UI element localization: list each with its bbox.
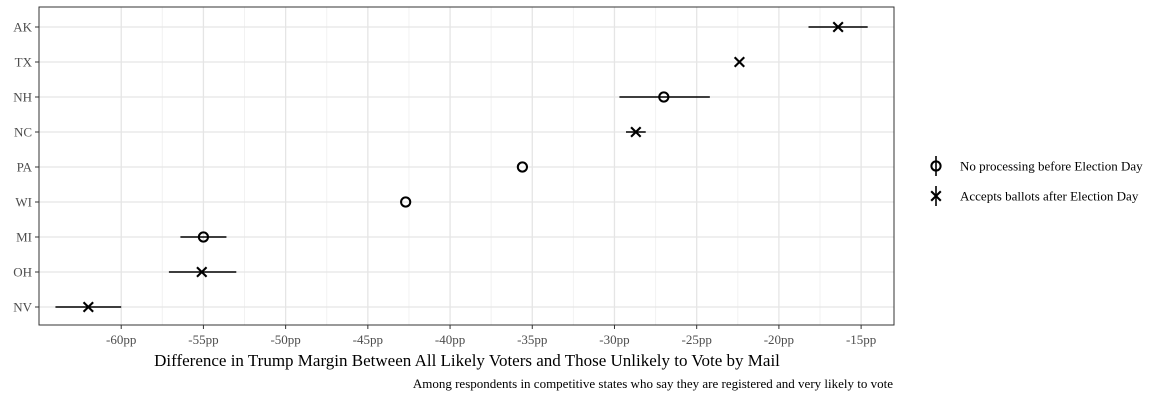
legend-label: No processing before Election Day [960,159,1143,174]
chart-caption: Among respondents in competitive states … [413,376,893,391]
y-tick-label: NH [13,90,32,105]
x-tick-label: -50pp [270,332,300,347]
cross-stroke [82,301,94,313]
legend-key-circle [930,160,942,172]
x-tick-label: -60pp [106,332,136,347]
axis-layer: -60pp -55pp -50pp -45pp -40pp -35pp -30pp -25pp… [13,20,876,348]
x-axis-title: Difference in Trump Margin Between All L… [154,351,780,370]
y-tick-label: AK [13,20,32,35]
x-tick-label: -30pp [599,332,629,347]
x-tick-label: -35pp [517,332,547,347]
data-point-cross [630,126,642,138]
x-tick-label: -25pp [682,332,712,347]
y-tick-label: NV [13,300,32,315]
x-tick-label: -45pp [353,332,383,347]
data-point-circle [516,161,529,173]
cross-stroke [733,56,745,68]
cross-stroke [196,266,208,278]
y-tick-label: MI [16,230,32,245]
data-point-circle [658,91,670,103]
data-point-circle [400,196,412,208]
x-tick-label: -40pp [435,332,465,347]
data-point-cross [832,21,844,33]
data-point-cross [196,266,208,278]
y-tick-label: NC [14,125,32,140]
x-tick-label: -20pp [764,332,794,347]
legend-label: Accepts ballots after Election Day [960,189,1139,204]
cross-stroke [630,126,642,138]
cross-stroke [930,190,942,202]
y-tick-label: WI [15,195,32,210]
cross-stroke [832,21,844,33]
legend-key-cross [930,190,942,202]
x-tick-label: -15pp [846,332,876,347]
marks-layer [55,21,868,313]
grid-layer [39,7,894,325]
data-point-cross [733,56,745,68]
y-tick-label: PA [17,160,33,175]
legend: No processing before Election Day Accepts… [930,156,1143,206]
y-tick-label: TX [15,55,33,70]
y-tick-label: OH [13,265,32,280]
x-tick-label: -55pp [188,332,218,347]
data-point-cross [82,301,94,313]
data-point-circle [197,231,210,243]
plot-panel [38,6,895,326]
